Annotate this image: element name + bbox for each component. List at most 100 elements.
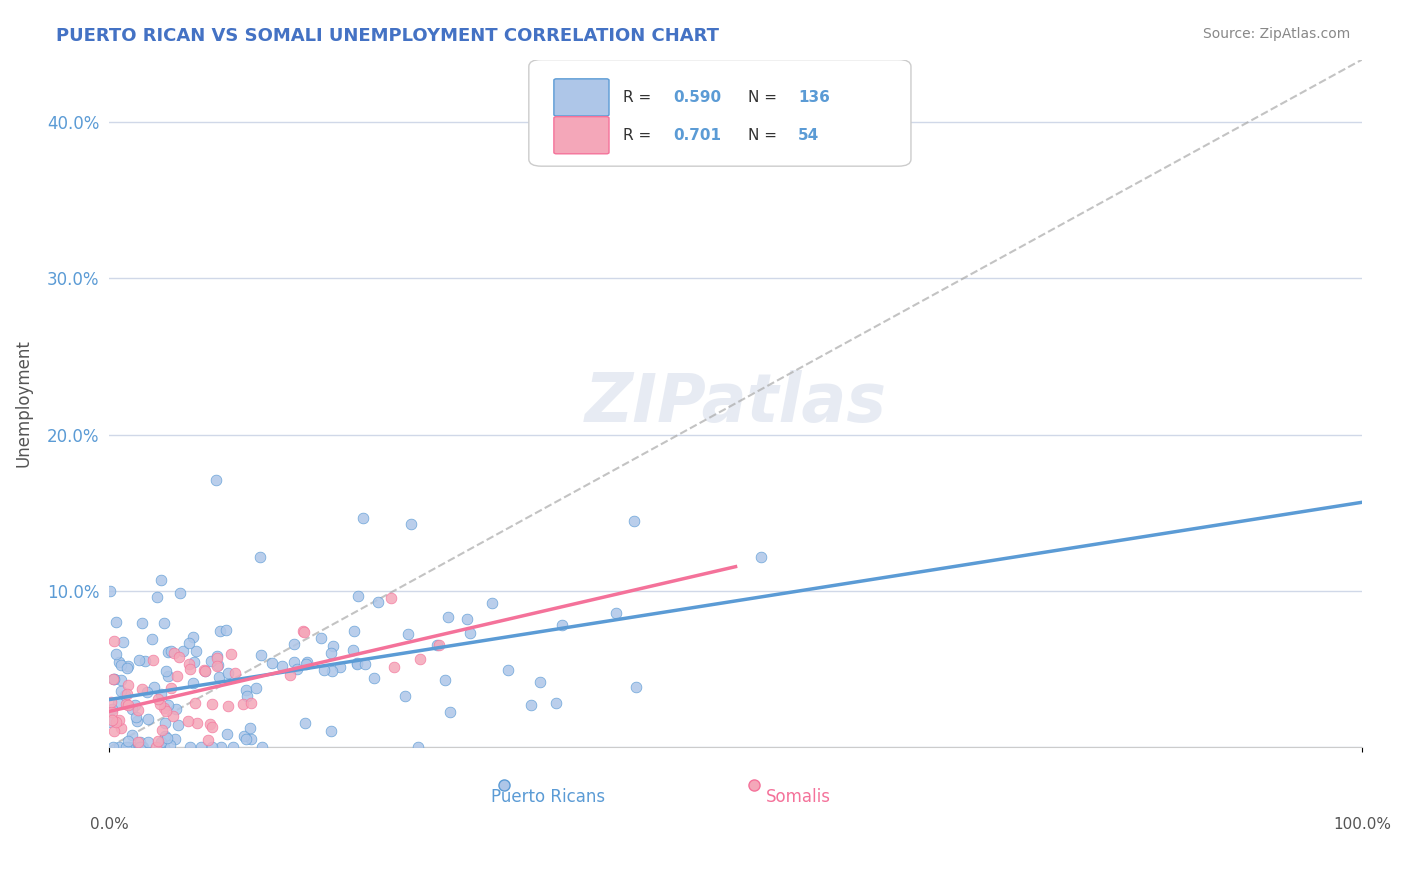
Point: [150, 687, 173, 701]
Point: [108, 655, 131, 669]
Point: [197, 733, 219, 747]
Point: [481, 596, 503, 610]
Point: [156, 698, 179, 712]
Point: [245, 681, 267, 696]
Point: [124, 740, 146, 755]
Point: [406, 740, 429, 755]
Point: [458, 626, 481, 640]
Point: [321, 665, 343, 679]
Point: [394, 689, 416, 703]
Point: [118, 740, 141, 755]
Point: [363, 672, 385, 686]
Point: [319, 723, 342, 738]
Point: [294, 716, 316, 731]
Point: [439, 705, 461, 719]
Point: [127, 703, 149, 717]
Point: [169, 586, 191, 600]
Point: [236, 689, 259, 703]
Point: [136, 712, 159, 726]
Point: [184, 696, 207, 710]
Point: [209, 624, 232, 638]
Point: [207, 651, 229, 665]
Point: [181, 630, 204, 644]
Point: [329, 660, 352, 674]
Point: [250, 648, 273, 663]
Point: [292, 625, 315, 640]
Point: [498, 663, 520, 677]
Point: [141, 632, 163, 646]
Point: [205, 658, 228, 673]
Point: [148, 740, 170, 755]
Point: [235, 732, 257, 747]
Point: [239, 721, 262, 735]
Point: [127, 735, 149, 749]
Point: [110, 684, 132, 698]
Point: [278, 668, 301, 682]
Point: [108, 713, 131, 727]
Point: [190, 740, 212, 755]
Point: [433, 673, 456, 687]
Point: [117, 698, 139, 712]
Point: [271, 658, 294, 673]
Point: [214, 623, 236, 637]
Point: [217, 698, 239, 713]
Point: [146, 692, 169, 706]
Point: [100, 695, 122, 709]
Point: [159, 681, 181, 696]
Point: [319, 646, 342, 660]
Point: [240, 696, 263, 710]
Point: [162, 646, 184, 660]
Point: [159, 738, 181, 752]
Point: [529, 674, 551, 689]
Point: [124, 710, 146, 724]
Point: [194, 664, 217, 678]
Point: [294, 657, 316, 672]
Point: [209, 740, 232, 755]
Point: [115, 687, 138, 701]
Point: [142, 653, 165, 667]
Point: [342, 643, 364, 657]
Point: [121, 701, 143, 715]
Point: [100, 705, 122, 719]
Text: 54: 54: [799, 128, 820, 143]
Point: [346, 657, 368, 672]
Text: 0.0%: 0.0%: [90, 817, 128, 832]
Point: [283, 637, 305, 651]
Point: [520, 698, 543, 712]
Point: [309, 631, 332, 645]
Point: [103, 672, 125, 686]
Point: [401, 517, 423, 532]
FancyBboxPatch shape: [554, 78, 609, 116]
Point: [382, 660, 405, 674]
Point: [179, 740, 201, 755]
Point: [155, 704, 177, 718]
Point: [162, 708, 184, 723]
Point: [110, 721, 132, 735]
Point: [117, 659, 139, 673]
Point: [186, 644, 208, 658]
Point: [240, 732, 263, 747]
Point: [153, 716, 176, 731]
Point: [186, 715, 208, 730]
Text: R =: R =: [623, 128, 651, 143]
Point: [172, 644, 194, 658]
Point: [605, 607, 627, 621]
Point: [343, 624, 366, 638]
Point: [145, 740, 167, 755]
Point: [149, 573, 172, 587]
Point: [427, 638, 450, 652]
Point: [155, 664, 177, 678]
Point: [128, 735, 150, 749]
Point: [103, 723, 125, 738]
Point: [165, 702, 187, 716]
Point: [623, 514, 645, 528]
Point: [110, 673, 132, 687]
Y-axis label: Unemployment: Unemployment: [15, 340, 32, 467]
Text: 136: 136: [799, 90, 830, 105]
Point: [101, 713, 124, 727]
Point: [222, 740, 245, 755]
Point: [157, 669, 180, 683]
Point: [295, 655, 318, 669]
Point: [285, 662, 308, 676]
Text: 100.0%: 100.0%: [1333, 817, 1391, 832]
